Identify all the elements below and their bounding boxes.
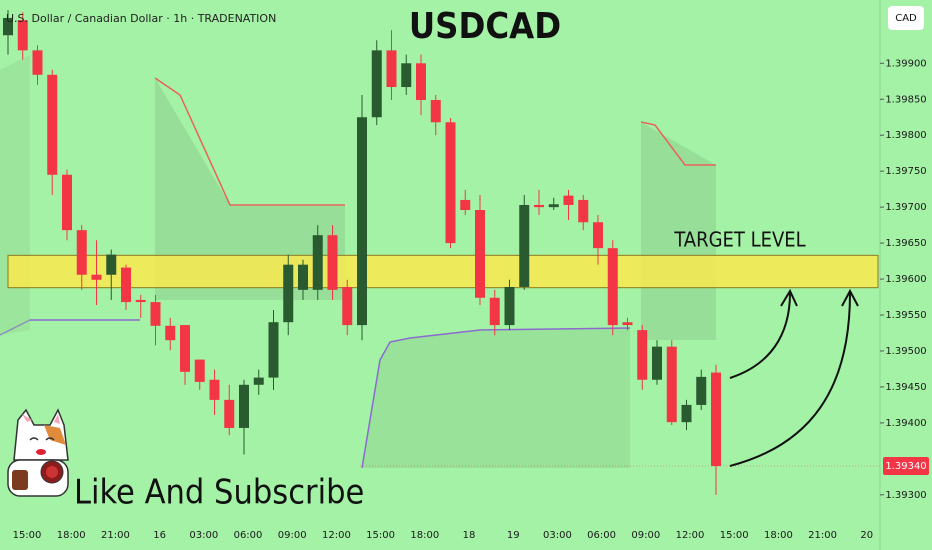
candle-body <box>342 286 353 326</box>
candle-body <box>62 174 72 231</box>
candle-body <box>386 50 397 88</box>
currency[interactable]: CAD <box>895 13 917 24</box>
candle-body <box>224 399 235 428</box>
current-price-label: 1.39340 <box>885 461 926 472</box>
candle-body <box>548 204 559 208</box>
candle-body <box>239 384 249 428</box>
candle-body <box>3 17 13 36</box>
candle-body <box>76 230 87 275</box>
candle-body <box>696 376 707 405</box>
x-tick-label: 18:00 <box>57 530 86 541</box>
candle-body <box>475 210 485 298</box>
x-tick-label: 09:00 <box>631 530 660 541</box>
candle-body <box>652 346 662 380</box>
candle-body <box>504 286 515 326</box>
candle-body <box>578 199 589 223</box>
candle-body <box>593 222 603 249</box>
candle-body <box>17 20 28 51</box>
y-tick-label: 1.39700 <box>885 202 926 213</box>
candle-body <box>106 254 117 275</box>
x-tick-label: 06:00 <box>234 530 263 541</box>
candle-body <box>681 404 692 423</box>
candle-body <box>622 322 633 326</box>
candle-body <box>268 322 279 378</box>
y-tick-label: 1.39400 <box>885 418 926 429</box>
x-tick-label: 06:00 <box>587 530 616 541</box>
x-tick-label: 12:00 <box>322 530 351 541</box>
candle-body <box>91 274 102 280</box>
x-tick-label: 18:00 <box>764 530 793 541</box>
candle-body <box>194 359 205 382</box>
current-price-box <box>883 457 929 476</box>
candle-body <box>445 122 456 244</box>
x-tick-label: 18:00 <box>410 530 439 541</box>
x-tick-label: 21:00 <box>808 530 837 541</box>
y-tick-label: 1.39550 <box>885 310 926 321</box>
candle-body <box>401 63 412 88</box>
candle-body <box>607 248 618 326</box>
x-tick-label: 18 <box>463 530 476 541</box>
candle-body <box>180 325 190 372</box>
footer-text: Like And Subscribe <box>74 473 364 513</box>
candle-body <box>253 377 264 385</box>
y-tick-label: 1.39650 <box>885 238 926 249</box>
x-tick-label: 03:00 <box>189 530 218 541</box>
candle-body <box>489 297 500 326</box>
candle-body <box>711 372 721 467</box>
x-tick-label: 15:00 <box>366 530 395 541</box>
candle-body <box>135 299 146 303</box>
target-zone-group <box>7 254 879 289</box>
x-tick-label: 15:00 <box>720 530 749 541</box>
x-tick-label: 15:00 <box>13 530 42 541</box>
candle-body <box>563 195 574 205</box>
candle-body <box>47 74 58 175</box>
candle-body <box>165 325 176 341</box>
y-tick-label: 1.39500 <box>885 346 926 357</box>
candle-body <box>371 50 382 118</box>
y-tick-label: 1.39300 <box>885 490 926 501</box>
y-tick-label: 1.39450 <box>885 382 926 393</box>
target-zone <box>7 254 879 289</box>
y-tick-label: 1.39900 <box>885 58 926 69</box>
candle-body <box>121 267 131 303</box>
candle-body <box>416 63 426 100</box>
candle-body <box>357 117 367 326</box>
candle-body <box>283 264 294 323</box>
y-tick-label: 1.39750 <box>885 166 926 177</box>
candle-body <box>312 235 323 290</box>
y-tick-label: 1.39600 <box>885 274 926 285</box>
candle-body <box>430 99 441 123</box>
candle-body <box>150 302 161 326</box>
x-tick-label: 12:00 <box>676 530 705 541</box>
x-tick-label: 03:00 <box>543 530 572 541</box>
subtitle: U.S. Dollar / Canadian Dollar · 1h · TRA… <box>6 12 276 25</box>
candle-body <box>298 264 308 290</box>
candle-body <box>209 379 220 400</box>
y-tick-label: 1.39800 <box>885 130 926 141</box>
x-tick-label: 16 <box>153 530 166 541</box>
annotation: TARGET LEVEL <box>673 228 805 252</box>
plot <box>3 10 721 495</box>
candle-body <box>637 330 648 380</box>
candle-body <box>327 235 338 290</box>
x-tick-label: 19 <box>507 530 520 541</box>
indicator <box>0 55 716 469</box>
currency-box[interactable] <box>888 6 924 30</box>
x-tick-label: 09:00 <box>278 530 307 541</box>
candle-body <box>534 204 544 208</box>
mascot <box>7 408 69 497</box>
candle-body <box>32 50 43 75</box>
y-tick-label: 1.39850 <box>885 94 926 105</box>
arrows <box>729 288 859 467</box>
x-tick-label: 21:00 <box>101 530 130 541</box>
candle-body <box>460 199 471 211</box>
candle-body <box>519 204 530 287</box>
candle-body <box>666 346 677 423</box>
chart-title: USDCAD <box>409 6 561 47</box>
x-tick-label: 20 <box>860 530 873 541</box>
